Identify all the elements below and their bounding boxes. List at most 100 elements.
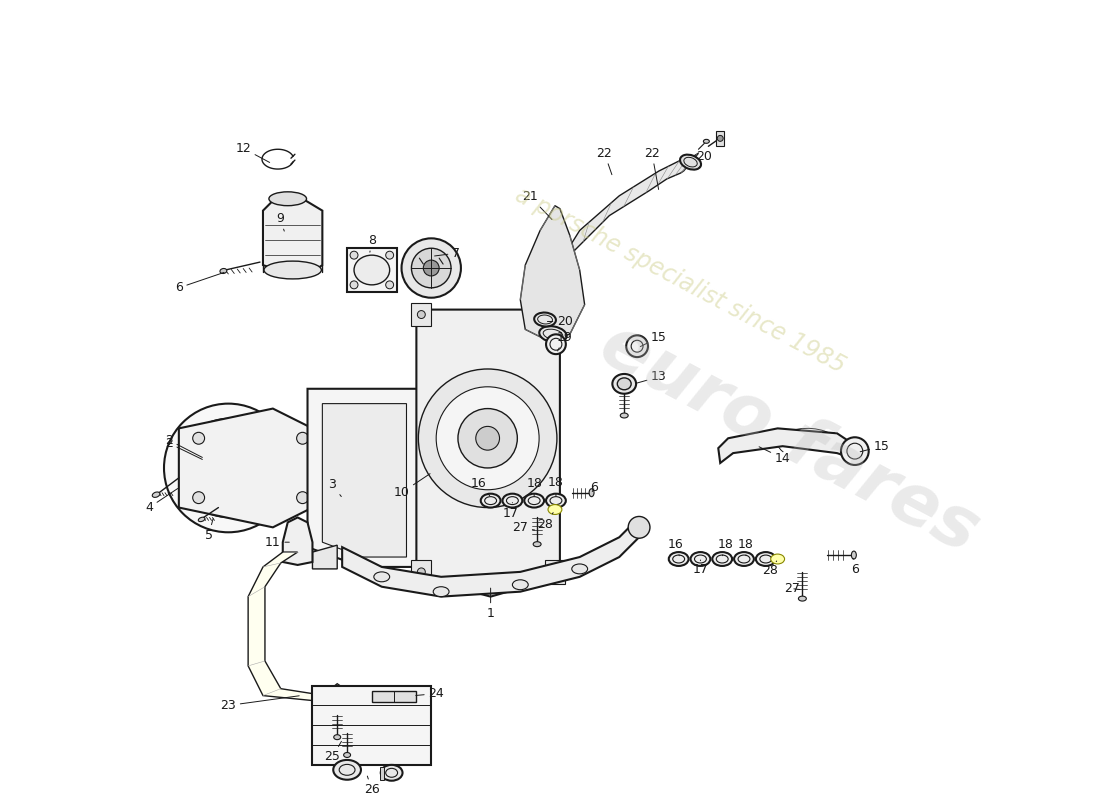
Ellipse shape <box>680 154 701 170</box>
Polygon shape <box>312 545 338 569</box>
Ellipse shape <box>669 552 689 566</box>
Text: 24: 24 <box>416 687 444 700</box>
Ellipse shape <box>220 269 227 274</box>
Ellipse shape <box>613 374 636 394</box>
Circle shape <box>402 238 461 298</box>
Text: 18: 18 <box>738 538 754 556</box>
Polygon shape <box>546 302 564 326</box>
Text: 27: 27 <box>513 521 535 534</box>
Ellipse shape <box>535 313 556 326</box>
Polygon shape <box>546 560 564 584</box>
Ellipse shape <box>152 492 160 498</box>
Circle shape <box>417 568 426 576</box>
Text: 9: 9 <box>276 212 284 231</box>
Text: 7: 7 <box>434 246 460 260</box>
Ellipse shape <box>713 552 733 566</box>
Ellipse shape <box>546 334 565 354</box>
Text: 22: 22 <box>596 146 613 174</box>
Polygon shape <box>283 518 312 565</box>
Circle shape <box>179 418 278 518</box>
Ellipse shape <box>433 586 449 597</box>
Text: 2: 2 <box>165 434 202 458</box>
Polygon shape <box>411 560 431 584</box>
Polygon shape <box>372 690 417 702</box>
Circle shape <box>192 432 205 444</box>
Ellipse shape <box>481 494 500 507</box>
Ellipse shape <box>513 580 528 590</box>
Circle shape <box>192 492 205 503</box>
Circle shape <box>476 426 499 450</box>
Text: 15: 15 <box>640 331 667 346</box>
Text: 13: 13 <box>636 370 667 383</box>
Text: 18: 18 <box>548 476 564 496</box>
Ellipse shape <box>626 335 648 357</box>
Ellipse shape <box>534 542 541 546</box>
Ellipse shape <box>546 494 565 507</box>
Polygon shape <box>520 206 584 339</box>
Ellipse shape <box>525 494 544 507</box>
Text: 2: 2 <box>165 437 202 459</box>
Text: a porsche specialist since 1985: a porsche specialist since 1985 <box>512 182 850 378</box>
Text: 3: 3 <box>328 478 341 497</box>
Polygon shape <box>312 686 431 765</box>
Ellipse shape <box>620 413 628 418</box>
Circle shape <box>551 568 559 576</box>
Polygon shape <box>263 196 322 272</box>
Circle shape <box>220 460 236 476</box>
Ellipse shape <box>198 518 205 522</box>
Ellipse shape <box>771 554 784 564</box>
Circle shape <box>417 310 426 318</box>
Circle shape <box>297 492 308 503</box>
Text: 22: 22 <box>645 146 660 190</box>
Text: 19: 19 <box>557 331 573 351</box>
Text: 11: 11 <box>265 536 289 549</box>
Ellipse shape <box>617 378 631 390</box>
Text: 4: 4 <box>145 489 178 514</box>
Polygon shape <box>718 428 851 463</box>
Text: 28: 28 <box>537 513 553 531</box>
Text: 6: 6 <box>175 273 224 294</box>
Circle shape <box>210 450 246 486</box>
Ellipse shape <box>333 760 361 780</box>
Circle shape <box>418 369 557 507</box>
Circle shape <box>411 248 451 288</box>
Ellipse shape <box>539 326 566 342</box>
Ellipse shape <box>799 596 806 601</box>
Ellipse shape <box>842 438 869 465</box>
Circle shape <box>386 281 394 289</box>
Text: 10: 10 <box>394 474 430 499</box>
Circle shape <box>350 281 358 289</box>
Circle shape <box>551 310 559 318</box>
Ellipse shape <box>734 552 754 566</box>
Polygon shape <box>417 310 560 597</box>
Circle shape <box>194 434 263 502</box>
Text: 14: 14 <box>759 446 791 465</box>
Ellipse shape <box>548 505 562 514</box>
Circle shape <box>297 432 308 444</box>
Text: 6: 6 <box>851 558 859 577</box>
Circle shape <box>164 404 293 532</box>
Circle shape <box>424 260 439 276</box>
Text: 6: 6 <box>591 482 598 494</box>
Circle shape <box>717 135 723 142</box>
Ellipse shape <box>703 139 710 143</box>
Ellipse shape <box>354 255 389 285</box>
Text: 1: 1 <box>486 588 495 620</box>
Polygon shape <box>348 248 397 292</box>
Text: 5: 5 <box>205 518 213 542</box>
Circle shape <box>350 251 358 259</box>
Polygon shape <box>308 389 421 567</box>
Ellipse shape <box>503 494 522 507</box>
Circle shape <box>437 386 539 490</box>
Text: 15: 15 <box>860 440 890 453</box>
Text: 17: 17 <box>693 560 708 577</box>
Polygon shape <box>179 409 312 527</box>
Text: 21: 21 <box>522 190 552 219</box>
Text: euro fares: euro fares <box>588 310 990 567</box>
Polygon shape <box>249 552 348 701</box>
Ellipse shape <box>691 552 711 566</box>
Text: 17: 17 <box>503 502 518 520</box>
Polygon shape <box>379 767 384 780</box>
Text: 16: 16 <box>471 478 490 496</box>
Text: 25: 25 <box>324 742 341 763</box>
